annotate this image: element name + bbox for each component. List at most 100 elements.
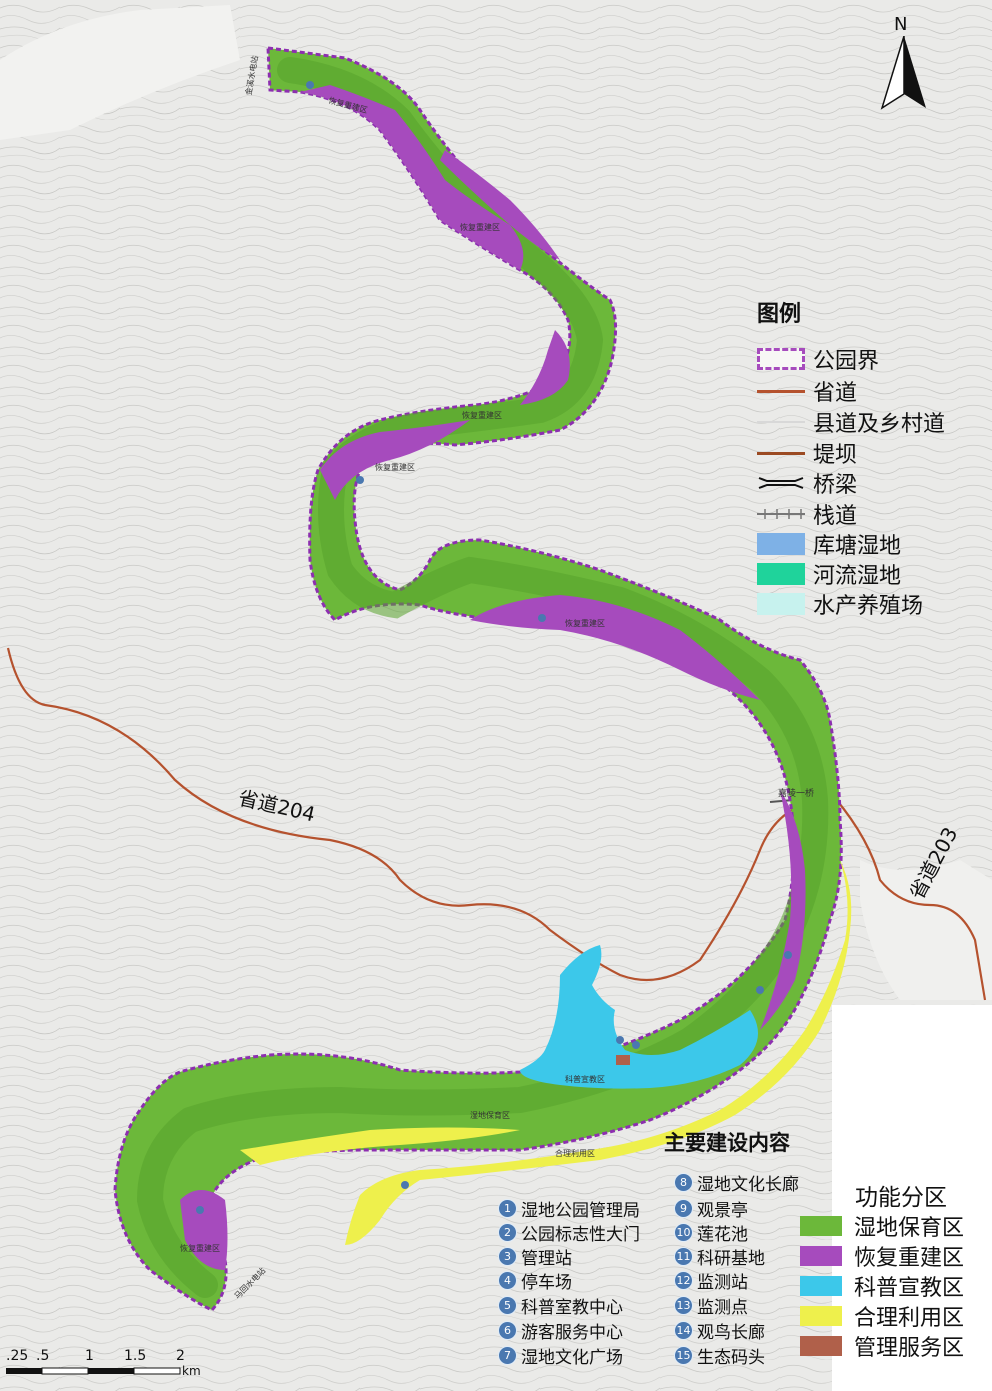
north-label: N bbox=[894, 14, 908, 35]
legend-label: 水产养殖场 bbox=[813, 594, 924, 619]
marker bbox=[401, 1181, 409, 1189]
construction-item: 10 莲花池 bbox=[674, 1220, 748, 1245]
scale-bar bbox=[6, 1367, 181, 1375]
scale-tick: 1 bbox=[85, 1348, 94, 1364]
construction-item: 5 科普室教中心 bbox=[498, 1293, 623, 1318]
label-zone-edu: 科普宣教区 bbox=[565, 1075, 605, 1084]
provincial-road-icon bbox=[757, 380, 805, 402]
label-zone-restore-2: 恢复重建区 bbox=[460, 223, 500, 232]
construction-label: 公园标志性大门 bbox=[521, 1224, 640, 1245]
zone-use-inner bbox=[240, 1127, 520, 1165]
legend-label: 河流湿地 bbox=[813, 564, 902, 589]
legend-label: 县道及乡村道 bbox=[813, 412, 946, 437]
restoration-swatch-icon bbox=[800, 1246, 842, 1266]
legend-item-boundary: 公园界 bbox=[757, 344, 879, 374]
number-badge: 8 bbox=[674, 1172, 693, 1192]
zone-restore-north bbox=[300, 85, 524, 270]
legend-label: 库塘湿地 bbox=[813, 534, 902, 559]
conservation-swatch-icon bbox=[800, 1216, 842, 1236]
functional-zone-label: 合理利用区 bbox=[854, 1306, 965, 1331]
education-swatch-icon bbox=[800, 1276, 842, 1296]
construction-label: 科研基地 bbox=[697, 1248, 765, 1269]
label-zone-restore-3: 恢复重建区 bbox=[462, 411, 502, 420]
zone-conservation-fill bbox=[113, 46, 843, 1312]
construction-label: 停车场 bbox=[521, 1272, 572, 1293]
provincial-road-204 bbox=[6, 647, 836, 982]
bridge-icon bbox=[757, 472, 805, 494]
construction-item: 8 湿地文化长廊 bbox=[674, 1170, 799, 1195]
construction-label: 观鸟长廊 bbox=[697, 1322, 765, 1343]
construction-item: 6 游客服务中心 bbox=[498, 1318, 623, 1343]
label-bridge: 嘉陵一桥 bbox=[778, 789, 815, 799]
functional-zone-label: 管理服务区 bbox=[854, 1336, 965, 1361]
trail-icon bbox=[757, 503, 805, 525]
marker bbox=[784, 951, 792, 959]
functional-zone-title: 功能分区 bbox=[855, 1185, 947, 1211]
number-badge: 4 bbox=[498, 1270, 517, 1290]
functional-zone-panel bbox=[832, 1005, 992, 1391]
boundary-swatch-icon bbox=[757, 348, 805, 370]
scale-tick: 1.5 bbox=[124, 1348, 147, 1364]
number-badge: 10 bbox=[674, 1222, 693, 1242]
legend-item-county-road: 县道及乡村道 bbox=[757, 407, 945, 437]
legend-label: 公园界 bbox=[813, 349, 880, 374]
county-road-icon bbox=[757, 411, 805, 433]
use-swatch-icon bbox=[800, 1306, 842, 1326]
construction-label: 游客服务中心 bbox=[521, 1322, 623, 1343]
legend-item-provincial-road: 省道 bbox=[757, 376, 857, 406]
scale-tick: .5 bbox=[36, 1348, 50, 1364]
functional-zone-label: 湿地保育区 bbox=[854, 1216, 965, 1241]
number-badge: 6 bbox=[498, 1320, 517, 1340]
construction-item: 9 观景亭 bbox=[674, 1196, 748, 1221]
number-badge: 7 bbox=[498, 1345, 517, 1365]
construction-item: 12 监测站 bbox=[674, 1268, 748, 1293]
number-badge: 15 bbox=[674, 1345, 693, 1365]
number-badge: 13 bbox=[674, 1295, 693, 1315]
construction-label: 莲花池 bbox=[697, 1224, 748, 1245]
construction-label: 科普室教中心 bbox=[521, 1297, 623, 1318]
construction-label: 监测点 bbox=[697, 1297, 748, 1318]
number-badge: 14 bbox=[674, 1320, 693, 1340]
marker bbox=[616, 1036, 624, 1044]
functional-zone-label: 科普宣教区 bbox=[854, 1276, 965, 1301]
marker bbox=[356, 476, 364, 484]
construction-label: 湿地公园管理局 bbox=[521, 1200, 640, 1221]
zone-restore-east bbox=[760, 790, 806, 1030]
construction-item: 2 公园标志性大门 bbox=[498, 1220, 640, 1245]
valley-flat-east bbox=[860, 860, 992, 1000]
construction-item: 14 观鸟长廊 bbox=[674, 1318, 765, 1343]
number-badge: 9 bbox=[674, 1198, 693, 1218]
zone-restore-bend bbox=[520, 330, 570, 405]
north-arrow-icon bbox=[880, 36, 926, 110]
construction-item: 11 科研基地 bbox=[674, 1244, 765, 1269]
zone-restore-south bbox=[180, 1190, 228, 1270]
construction-item: 7 湿地文化广场 bbox=[498, 1343, 623, 1368]
legend-label: 堤坝 bbox=[813, 443, 858, 468]
label-zone-restore-6: 恢复重建区 bbox=[180, 1244, 220, 1253]
number-badge: 2 bbox=[498, 1222, 517, 1242]
dam-icon bbox=[757, 442, 805, 464]
zone-management bbox=[616, 1055, 630, 1065]
river-swatch-icon bbox=[757, 563, 805, 585]
zone-restore-north2 bbox=[440, 150, 560, 260]
legend-item-reservoir: 库塘湿地 bbox=[757, 529, 901, 559]
legend-item-aquaculture: 水产养殖场 bbox=[757, 589, 923, 619]
construction-item: 15 生态码头 bbox=[674, 1343, 765, 1368]
functional-zone-item: 合理利用区 bbox=[800, 1302, 965, 1331]
construction-label: 湿地文化广场 bbox=[521, 1347, 623, 1368]
number-badge: 1 bbox=[498, 1198, 517, 1218]
aquaculture-swatch-icon bbox=[757, 593, 805, 615]
functional-zone-item: 湿地保育区 bbox=[800, 1212, 965, 1241]
functional-zone-item: 恢复重建区 bbox=[800, 1242, 964, 1271]
label-zone-use: 合理利用区 bbox=[555, 1149, 595, 1158]
legend-item-trail: 栈道 bbox=[757, 499, 857, 529]
marker bbox=[756, 986, 764, 994]
marker bbox=[306, 81, 314, 89]
legend-title: 图例 bbox=[757, 302, 802, 327]
provincial-road-203 bbox=[834, 797, 987, 1001]
construction-item: 13 监测点 bbox=[674, 1293, 748, 1318]
functional-zone-item: 科普宣教区 bbox=[800, 1272, 965, 1301]
marker bbox=[632, 1041, 640, 1049]
management-swatch-icon bbox=[800, 1336, 842, 1356]
